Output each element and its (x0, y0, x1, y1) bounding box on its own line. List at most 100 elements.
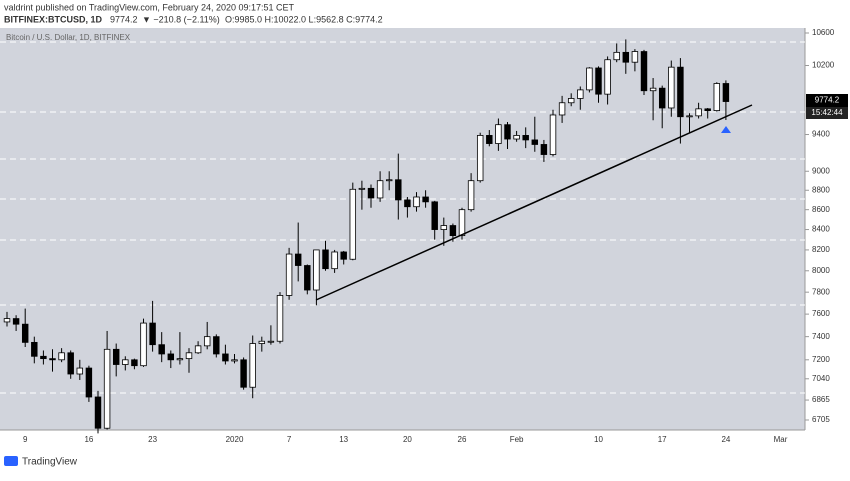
x-tick-label: 2020 (226, 435, 244, 444)
candle-body (522, 135, 529, 141)
candle-body (586, 67, 593, 91)
y-tick-label: 6705 (812, 415, 830, 424)
candle-body (458, 209, 466, 237)
candle-body (722, 83, 730, 102)
candle-body (385, 179, 393, 182)
x-tick-label: 26 (458, 435, 467, 444)
price-badge-label: 9774.2 (815, 96, 840, 105)
candle-body (158, 344, 165, 355)
candle-body (294, 253, 302, 266)
y-tick-label: 10200 (812, 61, 835, 70)
x-tick-label: 23 (148, 435, 157, 444)
candle-body (704, 108, 711, 111)
candle-body (349, 188, 357, 260)
y-tick-label: 10600 (812, 28, 835, 37)
logo-mark (4, 456, 18, 466)
candle-body (549, 114, 557, 155)
horizontal-levels (0, 41, 805, 394)
candle-body (495, 124, 502, 144)
candle-body (449, 225, 457, 237)
candle-body (413, 196, 420, 208)
candle-body (40, 355, 47, 360)
x-tick-label: 7 (287, 435, 292, 444)
logo (4, 456, 18, 466)
candle-body (176, 358, 184, 361)
candle-body (304, 265, 311, 291)
candle-body (3, 318, 11, 323)
candle-body (21, 323, 29, 343)
candle-body (631, 51, 639, 63)
candle-body (140, 322, 147, 367)
publisher-line: valdrint published on TradingView.com, F… (4, 2, 295, 12)
arrow-marker (721, 126, 731, 133)
countdown-badge (806, 107, 848, 119)
candles (3, 39, 730, 434)
candle-body (513, 135, 520, 140)
y-tick-label: 7800 (812, 287, 830, 296)
candle-body (604, 59, 611, 95)
y-tick-label: 8400 (812, 225, 830, 234)
x-tick-label: 10 (594, 435, 603, 444)
price-badge (806, 94, 848, 107)
candle-body (194, 345, 202, 354)
candle-body (422, 196, 429, 203)
candle-body (640, 51, 648, 92)
candle-body (504, 124, 511, 140)
candle-body (376, 180, 384, 199)
y-tick-label: 7400 (812, 332, 830, 341)
candle-body (149, 322, 156, 346)
x-tick-label: 24 (721, 435, 730, 444)
y-tick-label: 8800 (812, 185, 830, 194)
candle-body (222, 353, 229, 362)
candle-body (167, 353, 175, 361)
candle-body (103, 348, 111, 429)
candle-body (431, 201, 438, 230)
candle-body (12, 318, 20, 325)
candle-body (112, 348, 120, 365)
y-tick-label: 7040 (812, 374, 830, 383)
candle-body (476, 135, 484, 182)
candle-body (49, 358, 56, 361)
candle-body (577, 89, 584, 99)
symbol: BITFINEX:BTCUSD, 1D (4, 14, 103, 24)
x-tick-label: 20 (403, 435, 412, 444)
candle-body (649, 87, 657, 92)
x-tick-label: 9 (23, 435, 28, 444)
x-tick-label: 17 (658, 435, 667, 444)
candle-body (622, 51, 630, 63)
candle-body (440, 225, 448, 230)
candle-body (567, 98, 575, 104)
candle-body (322, 249, 329, 270)
candle-body (677, 66, 684, 118)
candle-body (58, 352, 65, 361)
candle-body (313, 249, 320, 291)
candle-body (276, 295, 284, 342)
candle-body (658, 87, 666, 109)
y-tick-label: 8000 (812, 266, 830, 275)
y-tick-label: 8600 (812, 205, 830, 214)
change: ▼ −210.8 (−2.11%) (142, 14, 220, 24)
candle-body (285, 253, 293, 296)
candle-body (540, 144, 548, 155)
y-tick-label: 7200 (812, 355, 830, 364)
candle-body (713, 83, 721, 111)
y-tick-label: 8200 (812, 245, 830, 254)
candle-body (67, 352, 74, 375)
footer: TradingView (22, 457, 78, 468)
y-tick-label: 9400 (812, 130, 830, 139)
candle-body (340, 251, 347, 260)
candle-body (231, 359, 238, 362)
candle-body (85, 367, 93, 398)
x-tick-label: Feb (510, 435, 524, 444)
candle-body (76, 367, 84, 375)
countdown-label: 15:42:44 (811, 108, 843, 117)
x-tick-label: Mar (774, 435, 788, 444)
candle-body (404, 199, 411, 208)
chart-title: Bitcoin / U.S. Dollar, 1D, BITFINEX (6, 33, 131, 42)
trendline (315, 104, 753, 301)
candle-body (185, 352, 193, 360)
candle-body (367, 187, 375, 199)
plot-background (0, 28, 805, 430)
candle-body (203, 336, 211, 347)
candle-body (331, 251, 338, 270)
